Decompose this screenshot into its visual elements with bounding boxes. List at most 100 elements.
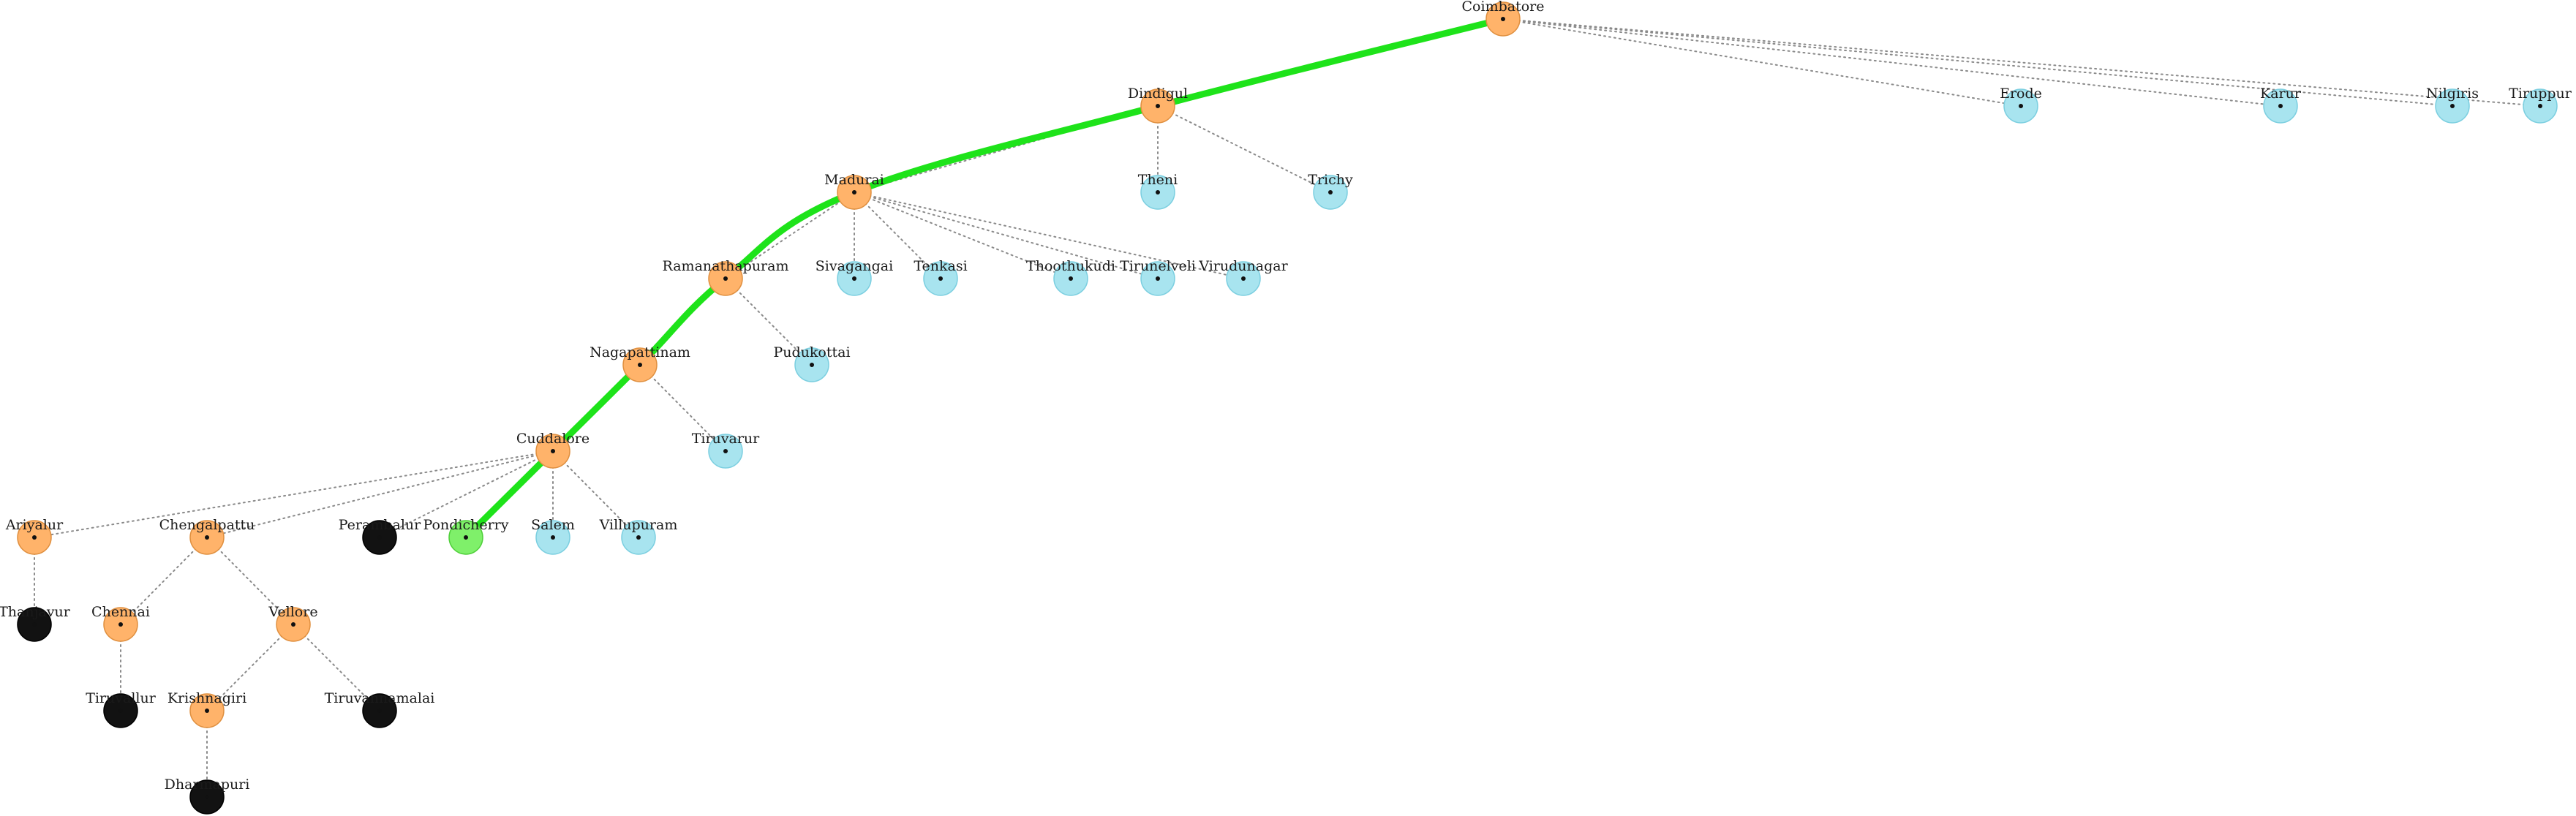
node-label-ramanathapuram: Ramanathapuram bbox=[662, 258, 788, 274]
node-label-trichy: Trichy bbox=[1308, 172, 1353, 188]
node-virudunagar: Virudunagar bbox=[1198, 258, 1289, 296]
node-label-chennai: Chennai bbox=[91, 604, 150, 620]
node-nilgiris: Nilgiris bbox=[2426, 86, 2479, 124]
node-center-dot-krishnagiri bbox=[205, 709, 209, 713]
node-label-tirunelveli: Tirunelveli bbox=[1120, 258, 1196, 274]
node-perambalur: Perambalur bbox=[339, 517, 421, 555]
node-center-dot-perambalur bbox=[377, 535, 382, 540]
node-center-dot-vellore bbox=[291, 622, 295, 627]
node-center-dot-trichy bbox=[1328, 190, 1333, 194]
node-center-dot-tiruppur bbox=[2538, 104, 2542, 108]
node-thoothukudi: Thoothukudi bbox=[1026, 258, 1115, 296]
node-ariyalur: Ariyalur bbox=[5, 517, 64, 555]
node-center-dot-thanjavur bbox=[32, 622, 37, 627]
edge-vellore-tiruvannamalai bbox=[293, 624, 380, 711]
node-villupuram: Villupuram bbox=[599, 517, 678, 555]
node-label-tiruvarur: Tiruvarur bbox=[692, 431, 760, 447]
node-label-madurai: Madurai bbox=[824, 172, 884, 188]
node-theni: Theni bbox=[1138, 172, 1178, 210]
node-center-dot-theni bbox=[1156, 190, 1160, 194]
solution-path bbox=[462, 15, 1507, 541]
node-label-theni: Theni bbox=[1138, 172, 1178, 188]
node-label-tiruvannamalai: Tiruvannamalai bbox=[325, 690, 435, 706]
node-center-dot-dindigul bbox=[1156, 104, 1160, 108]
node-thanjavur: Thanjavur bbox=[0, 604, 71, 642]
edge-coimbatore-nilgiris bbox=[1502, 18, 2453, 107]
edge-madurai-tirunelveli bbox=[854, 192, 1159, 279]
node-center-dot-erode bbox=[2019, 104, 2023, 108]
node-tiruvarur: Tiruvarur bbox=[692, 431, 760, 469]
node-center-dot-tirunelveli bbox=[1156, 276, 1160, 281]
node-label-karur: Karur bbox=[2260, 86, 2302, 102]
node-ramanathapuram: Ramanathapuram bbox=[662, 258, 789, 296]
node-center-dot-pudukottai bbox=[810, 363, 814, 367]
node-dharmapuri: Dharmapuri bbox=[165, 777, 250, 815]
node-center-dot-ramanathapuram bbox=[723, 276, 728, 281]
node-center-dot-tiruvarur bbox=[723, 449, 728, 453]
node-vellore: Vellore bbox=[268, 604, 318, 642]
node-label-nagapattinam: Nagapattinam bbox=[590, 344, 690, 360]
node-tiruvallur: Tiruvallur bbox=[86, 690, 157, 728]
node-pudukottai: Pudukottai bbox=[773, 344, 851, 382]
node-salem: Salem bbox=[531, 517, 575, 555]
node-tiruvannamalai: Tiruvannamalai bbox=[325, 690, 435, 728]
node-erode: Erode bbox=[2000, 86, 2042, 124]
node-label-sivagangai: Sivagangai bbox=[816, 258, 893, 274]
node-center-dot-nagapattinam bbox=[638, 363, 642, 367]
node-tenkasi: Tenkasi bbox=[914, 258, 968, 296]
node-krishnagiri: Krishnagiri bbox=[167, 690, 246, 728]
node-label-pondicherry: Pondicherry bbox=[423, 517, 509, 533]
node-label-virudunagar: Virudunagar bbox=[1198, 258, 1288, 274]
edge-madurai-tenkasi bbox=[854, 192, 941, 279]
node-cuddalore: Cuddalore bbox=[516, 431, 590, 469]
node-tirunelveli: Tirunelveli bbox=[1120, 258, 1196, 296]
node-label-dharmapuri: Dharmapuri bbox=[165, 777, 250, 793]
node-center-dot-sivagangai bbox=[852, 276, 856, 281]
node-label-tenkasi: Tenkasi bbox=[914, 258, 967, 274]
node-center-dot-madurai bbox=[852, 190, 856, 194]
edge-cuddalore-villupuram bbox=[552, 450, 639, 538]
node-karur: Karur bbox=[2260, 86, 2302, 124]
edge-cuddalore-ariyalur bbox=[34, 450, 554, 538]
node-nagapattinam: Nagapattinam bbox=[590, 344, 690, 382]
edges-layer bbox=[34, 18, 2541, 798]
node-sivagangai: Sivagangai bbox=[816, 258, 893, 296]
node-label-chengalpattu: Chengalpattu bbox=[159, 517, 255, 533]
node-center-dot-chengalpattu bbox=[205, 535, 209, 540]
node-center-dot-chennai bbox=[118, 622, 123, 627]
node-label-thoothukudi: Thoothukudi bbox=[1026, 258, 1115, 274]
node-label-perambalur: Perambalur bbox=[339, 517, 421, 533]
node-trichy: Trichy bbox=[1308, 172, 1353, 210]
node-center-dot-coimbatore bbox=[1501, 17, 1505, 21]
node-label-cuddalore: Cuddalore bbox=[516, 431, 590, 447]
node-label-tiruppur: Tiruppur bbox=[2509, 86, 2572, 102]
edge-coimbatore-erode bbox=[1502, 18, 2022, 107]
node-center-dot-tiruvannamalai bbox=[377, 709, 382, 713]
node-center-dot-salem bbox=[551, 535, 555, 540]
edge-chengalpattu-chennai bbox=[120, 537, 208, 625]
node-pondicherry: Pondicherry bbox=[423, 517, 509, 555]
node-coimbatore: Coimbatore bbox=[1462, 0, 1544, 37]
node-dindigul: Dindigul bbox=[1128, 86, 1188, 124]
solution-path-layer bbox=[462, 15, 1507, 541]
node-label-salem: Salem bbox=[531, 517, 575, 533]
node-center-dot-nilgiris bbox=[2450, 104, 2455, 108]
edge-vellore-krishnagiri bbox=[206, 624, 294, 711]
node-center-dot-tiruvallur bbox=[118, 709, 123, 713]
node-center-dot-villupuram bbox=[636, 535, 641, 540]
node-label-villupuram: Villupuram bbox=[599, 517, 678, 533]
node-center-dot-tenkasi bbox=[938, 276, 943, 281]
node-label-dindigul: Dindigul bbox=[1128, 86, 1188, 102]
node-label-ariyalur: Ariyalur bbox=[5, 517, 64, 533]
node-label-pudukottai: Pudukottai bbox=[773, 344, 850, 360]
node-label-nilgiris: Nilgiris bbox=[2426, 86, 2479, 102]
node-center-dot-virudunagar bbox=[1241, 276, 1246, 281]
node-center-dot-dharmapuri bbox=[205, 795, 209, 799]
edge-dindigul-trichy bbox=[1157, 105, 1331, 193]
node-label-vellore: Vellore bbox=[268, 604, 317, 620]
edge-nagapattinam-tiruvarur bbox=[639, 364, 726, 452]
node-chengalpattu: Chengalpattu bbox=[159, 517, 255, 555]
node-label-krishnagiri: Krishnagiri bbox=[167, 690, 246, 706]
